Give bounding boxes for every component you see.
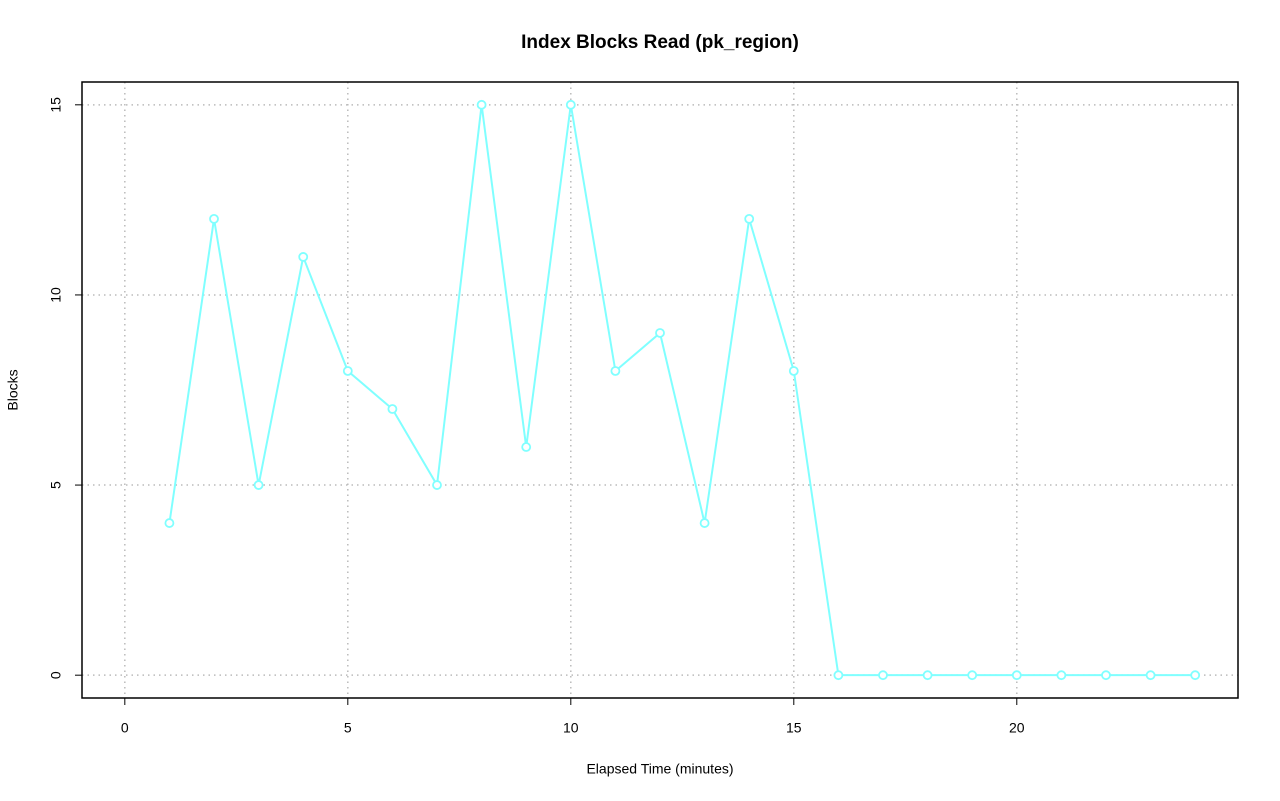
data-point bbox=[565, 99, 576, 110]
data-point bbox=[342, 366, 353, 376]
data-point bbox=[164, 518, 175, 528]
data-point bbox=[1101, 670, 1111, 681]
data-line bbox=[168, 104, 1196, 677]
x-tick-label: 5 bbox=[344, 720, 352, 736]
x-tick-label: 10 bbox=[563, 720, 579, 736]
data-point bbox=[833, 670, 844, 681]
x-tick-label: 15 bbox=[786, 720, 802, 736]
data-point bbox=[655, 328, 665, 338]
data-point bbox=[744, 213, 755, 224]
x-tick-label: 0 bbox=[121, 720, 129, 736]
data-point bbox=[878, 670, 888, 681]
x-tick-label: 20 bbox=[1009, 720, 1025, 736]
data-point bbox=[699, 518, 710, 528]
data-point bbox=[1145, 670, 1156, 681]
y-tick-label: 15 bbox=[48, 97, 64, 113]
data-point bbox=[387, 404, 398, 414]
data-point bbox=[209, 213, 219, 224]
data-point bbox=[610, 366, 621, 376]
y-tick-label: 0 bbox=[48, 671, 64, 679]
data-point bbox=[1190, 670, 1201, 681]
data-point bbox=[967, 670, 978, 681]
data-point bbox=[521, 442, 532, 452]
x-axis-label: Elapsed Time (minutes) bbox=[586, 761, 733, 777]
y-axis-label: Blocks bbox=[5, 369, 21, 410]
data-point bbox=[788, 366, 799, 376]
data-point bbox=[1056, 670, 1067, 681]
data-point bbox=[432, 480, 442, 490]
chart-title: Index Blocks Read (pk_region) bbox=[521, 32, 799, 53]
data-point bbox=[1011, 670, 1022, 681]
data-point bbox=[253, 480, 264, 490]
data-point bbox=[922, 670, 933, 681]
plot-frame bbox=[81, 81, 1239, 699]
y-tick-label: 10 bbox=[48, 287, 64, 303]
y-tick-label: 5 bbox=[48, 481, 64, 489]
data-point bbox=[476, 99, 487, 110]
data-point bbox=[298, 252, 309, 262]
